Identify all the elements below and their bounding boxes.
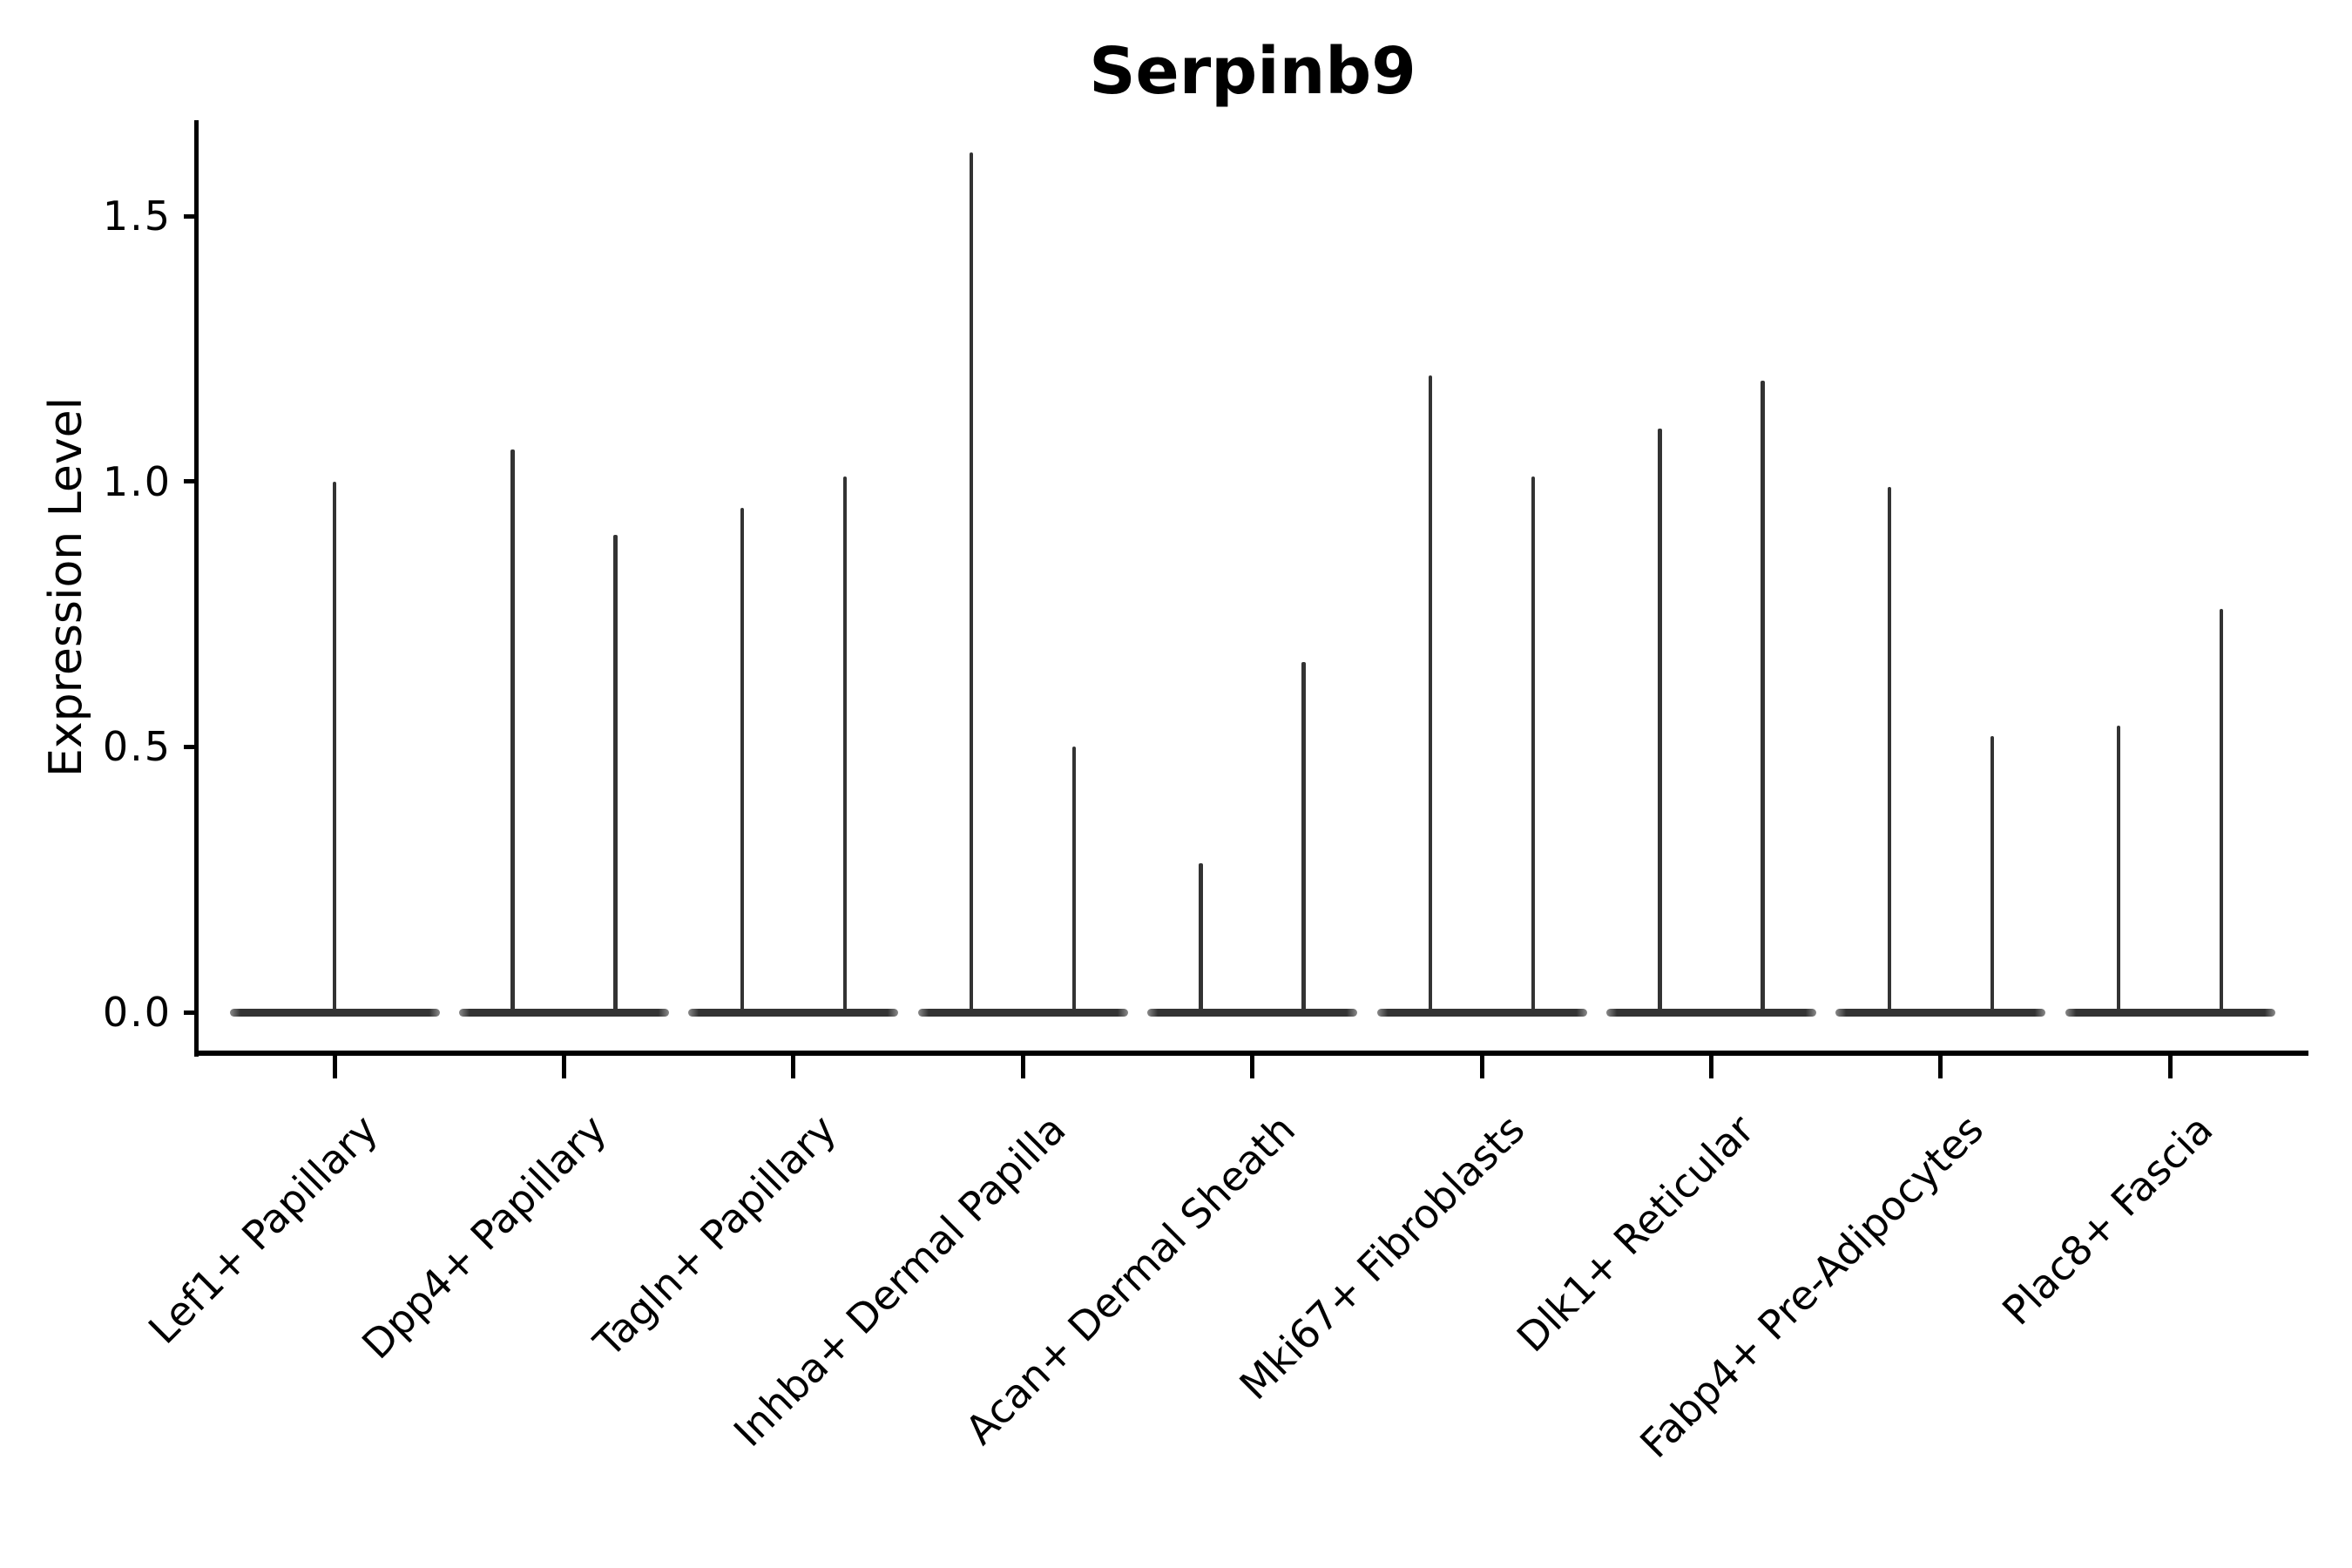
- x-tick-label: Plac8+ Fascia: [1993, 1105, 2222, 1335]
- x-tick: [1250, 1053, 1255, 1078]
- violin-spike: [1199, 863, 1203, 1014]
- y-tick: [184, 213, 197, 219]
- violin-spike: [2219, 608, 2224, 1014]
- x-tick-label: Dlk1+ Reticular: [1507, 1105, 1763, 1362]
- violin-spike: [2116, 725, 2121, 1014]
- violin-spike: [1531, 476, 1536, 1014]
- x-tick: [1020, 1053, 1025, 1078]
- chart-title: Serpinb9: [1089, 34, 1416, 109]
- violin-base: [1835, 1008, 2046, 1017]
- violin-spike: [1071, 747, 1077, 1014]
- violin-base: [917, 1008, 1128, 1017]
- y-axis-spine: [194, 120, 199, 1057]
- x-tick: [561, 1053, 566, 1078]
- violin-base: [688, 1008, 899, 1017]
- y-tick: [184, 744, 197, 749]
- x-tick: [1708, 1053, 1713, 1078]
- x-tick: [1479, 1053, 1484, 1078]
- violin-spike: [1301, 661, 1306, 1014]
- y-tick-label: 0.5: [102, 723, 172, 771]
- violin-base: [1605, 1008, 1816, 1017]
- y-tick-label: 1.0: [102, 457, 172, 505]
- x-tick: [1938, 1053, 1943, 1078]
- violin-base: [1376, 1008, 1587, 1017]
- x-tick-label: Dpp4+ Papillary: [353, 1105, 616, 1369]
- violin-spike: [740, 508, 745, 1014]
- x-tick: [332, 1053, 337, 1078]
- violin-spike: [969, 152, 974, 1014]
- violin-spike: [613, 534, 618, 1014]
- violin-base: [2065, 1008, 2275, 1017]
- violin-spike: [842, 476, 848, 1014]
- violin-spike: [1990, 736, 1995, 1014]
- y-tick-label: 1.5: [102, 193, 172, 240]
- violin-spike: [332, 481, 337, 1014]
- x-tick: [2167, 1053, 2173, 1078]
- violin-spike: [1658, 428, 1662, 1014]
- violin-base: [1147, 1008, 1358, 1017]
- x-tick-label: Lef1+ Papillary: [139, 1105, 387, 1354]
- violin-spike: [1761, 380, 1765, 1014]
- x-tick: [791, 1053, 796, 1078]
- y-axis-label: Expression Level: [40, 396, 92, 778]
- x-tick-label: Tagln+ Papillary: [585, 1105, 846, 1367]
- violin-base: [458, 1008, 669, 1017]
- violin-spike: [1428, 375, 1433, 1014]
- violin-spike: [510, 449, 515, 1014]
- y-tick: [184, 479, 197, 484]
- y-tick: [184, 1010, 197, 1015]
- y-tick-label: 0.0: [102, 989, 172, 1036]
- violin-spike: [1887, 486, 1892, 1014]
